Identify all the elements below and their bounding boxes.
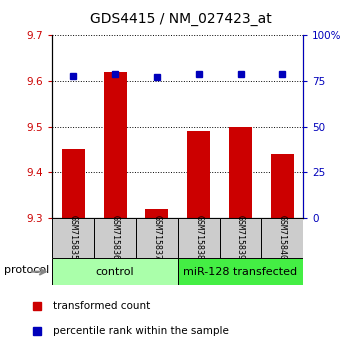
Text: protocol: protocol [4, 265, 49, 275]
Bar [94, 218, 136, 258]
Text: GSM715839: GSM715839 [236, 215, 245, 260]
Bar [187, 131, 210, 218]
Text: GSM715837: GSM715837 [152, 215, 161, 260]
Bar [52, 218, 94, 258]
Text: control: control [96, 267, 134, 277]
Bar [104, 72, 127, 218]
Text: GDS4415 / NM_027423_at: GDS4415 / NM_027423_at [90, 12, 271, 27]
Text: transformed count: transformed count [53, 301, 151, 311]
Bar [136, 218, 178, 258]
Bar [219, 218, 261, 258]
Bar [271, 154, 294, 218]
Bar [145, 209, 168, 218]
Bar [62, 149, 85, 218]
Text: GSM715836: GSM715836 [110, 215, 119, 260]
Text: percentile rank within the sample: percentile rank within the sample [53, 326, 229, 336]
Text: GSM715838: GSM715838 [194, 215, 203, 260]
Bar [178, 218, 219, 258]
Text: miR-128 transfected: miR-128 transfected [183, 267, 297, 277]
Text: GSM715840: GSM715840 [278, 215, 287, 260]
Bar [261, 218, 303, 258]
Bar [52, 258, 178, 285]
Text: GSM715835: GSM715835 [69, 215, 78, 260]
Bar [178, 258, 303, 285]
Bar [229, 127, 252, 218]
